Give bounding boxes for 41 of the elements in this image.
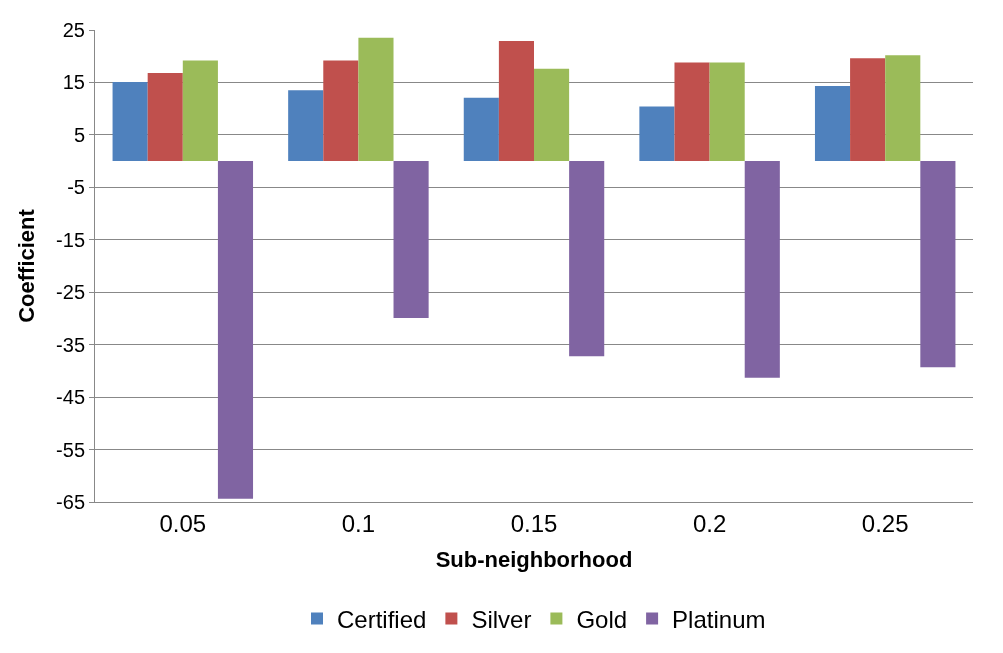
x-tick-label: 0.05 <box>159 509 207 537</box>
y-tick-label: -5 <box>67 176 85 199</box>
bar <box>498 41 534 162</box>
x-tick-label: 0.1 <box>341 509 376 537</box>
bar <box>393 161 429 318</box>
y-tick-label: -25 <box>56 281 85 304</box>
bar <box>463 97 499 162</box>
bar <box>147 73 183 162</box>
x-axis-title: Sub-neighborhood <box>435 546 633 572</box>
bar <box>814 86 851 162</box>
y-tick-label: -65 <box>56 491 85 513</box>
x-tick-label: 0.25 <box>861 509 909 537</box>
legend-label: Gold <box>576 605 628 633</box>
x-tick-label: 0.2 <box>692 509 727 537</box>
bar <box>639 106 675 162</box>
bar <box>288 90 324 162</box>
y-axis-title: Coefficient <box>13 208 39 323</box>
y-tick-label: -55 <box>56 438 85 461</box>
legend-label: Certified <box>337 605 427 633</box>
bar <box>885 55 921 162</box>
bar <box>217 161 254 499</box>
y-tick-label: 25 <box>62 19 85 41</box>
y-tick-label: -15 <box>56 228 85 251</box>
bar <box>182 60 218 162</box>
legend-label: Platinum <box>672 605 766 633</box>
x-tick-label: 0.15 <box>510 509 558 537</box>
bar <box>112 81 148 162</box>
bar <box>920 161 956 368</box>
bar <box>850 58 886 162</box>
legend-label: Silver <box>471 605 532 633</box>
y-tick-label: -45 <box>56 386 85 409</box>
bar <box>358 37 394 162</box>
bar <box>709 62 745 162</box>
y-tick-label: 15 <box>62 71 85 94</box>
bar <box>744 161 780 378</box>
bar <box>674 62 710 162</box>
bar <box>569 161 605 357</box>
bar <box>534 68 570 162</box>
y-tick-label: 5 <box>73 123 85 146</box>
bar <box>323 60 359 162</box>
y-tick-label: -35 <box>56 333 85 356</box>
